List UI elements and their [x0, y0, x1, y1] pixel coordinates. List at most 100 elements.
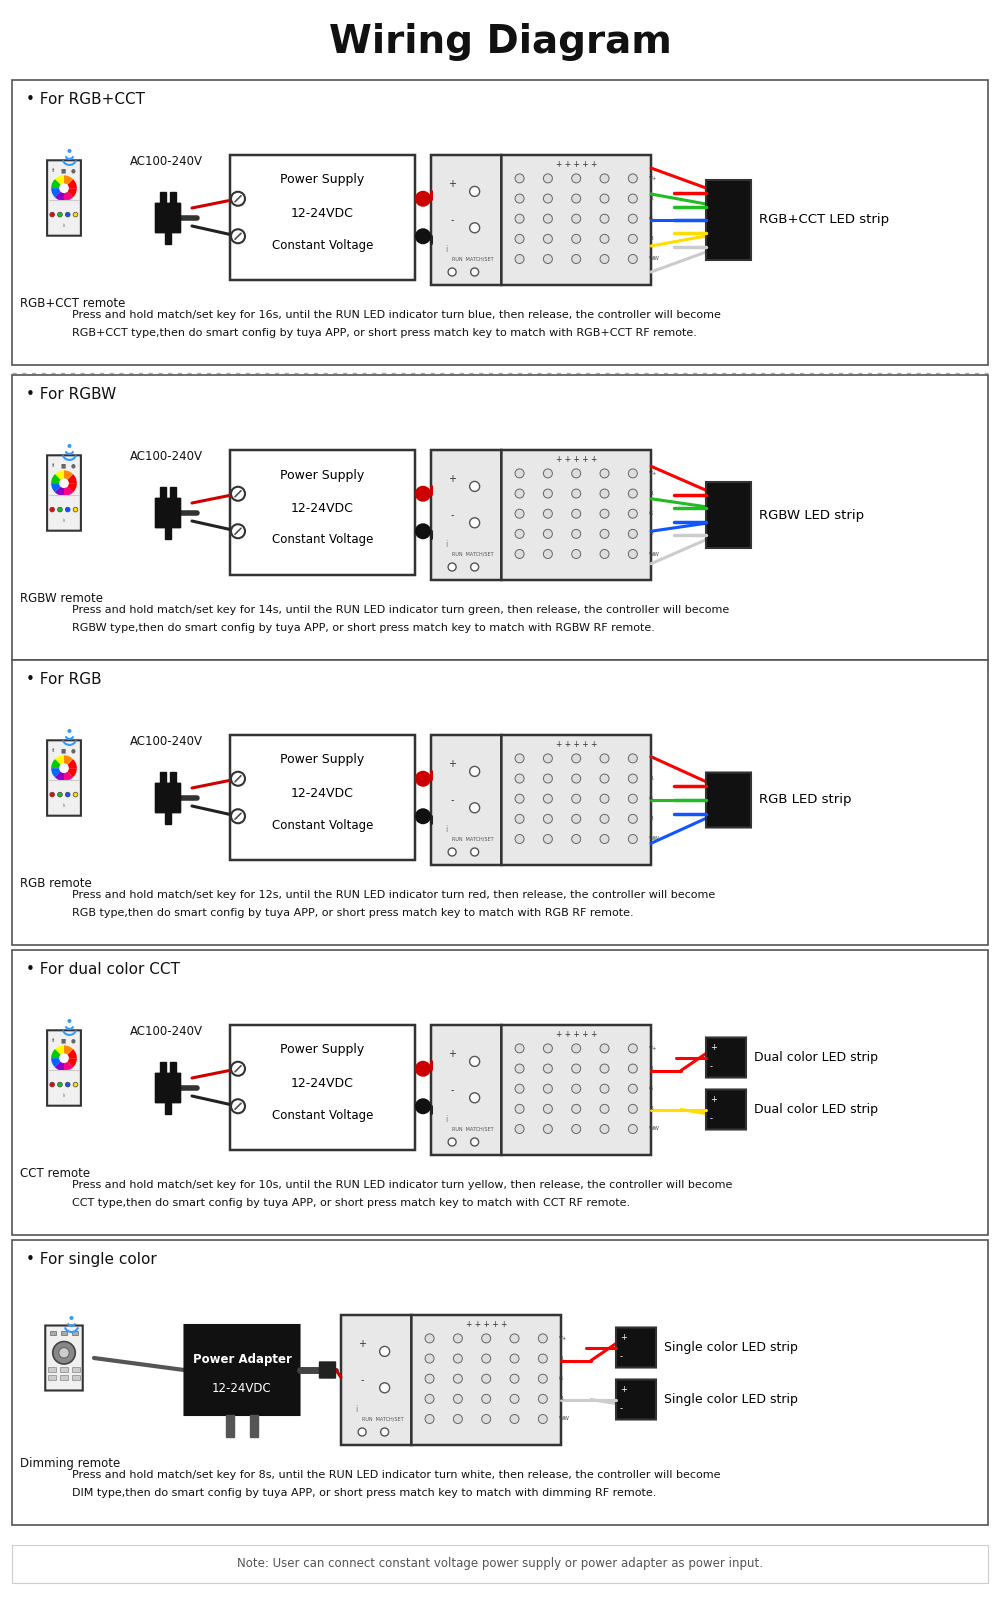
- Circle shape: [448, 267, 456, 275]
- Circle shape: [470, 1056, 480, 1067]
- Circle shape: [628, 549, 637, 558]
- Bar: [50, 1331, 56, 1334]
- Bar: [250, 1414, 258, 1437]
- FancyBboxPatch shape: [706, 1090, 746, 1130]
- Circle shape: [543, 530, 552, 538]
- Circle shape: [59, 478, 69, 488]
- FancyBboxPatch shape: [155, 203, 181, 232]
- Text: + + + + +: + + + + +: [466, 1320, 507, 1328]
- Text: RGB LED strip: RGB LED strip: [759, 794, 852, 806]
- FancyBboxPatch shape: [47, 160, 81, 235]
- Wedge shape: [64, 1045, 73, 1058]
- Text: fı: fı: [52, 168, 56, 173]
- Text: iı: iı: [62, 222, 66, 227]
- Text: RGB+CCT remote: RGB+CCT remote: [20, 298, 125, 310]
- Text: Press and hold match/set key for 8s, until the RUN LED indicator turn white, the: Press and hold match/set key for 8s, unt…: [72, 1470, 720, 1480]
- FancyBboxPatch shape: [616, 1379, 656, 1419]
- Text: Press and hold match/set key for 12s, until the RUN LED indicator turn red, then: Press and hold match/set key for 12s, un…: [72, 890, 715, 899]
- Wedge shape: [64, 470, 73, 483]
- Text: Dual color LED strip: Dual color LED strip: [754, 1051, 878, 1064]
- Circle shape: [59, 1053, 69, 1062]
- Circle shape: [453, 1354, 462, 1363]
- Circle shape: [231, 192, 245, 206]
- Circle shape: [628, 254, 637, 264]
- Circle shape: [600, 1064, 609, 1074]
- Text: V+: V+: [559, 1336, 568, 1341]
- Wedge shape: [55, 1058, 64, 1070]
- Circle shape: [415, 808, 431, 824]
- Circle shape: [65, 1082, 70, 1086]
- Circle shape: [425, 1334, 434, 1342]
- Circle shape: [543, 234, 552, 243]
- Wedge shape: [51, 1050, 64, 1058]
- Circle shape: [59, 184, 69, 194]
- Text: + + + + +: + + + + +: [556, 739, 597, 749]
- Circle shape: [448, 1138, 456, 1146]
- Text: i: i: [445, 826, 448, 835]
- FancyBboxPatch shape: [155, 784, 181, 813]
- Text: + + + + +: + + + + +: [556, 160, 597, 168]
- FancyBboxPatch shape: [501, 450, 651, 579]
- Text: • For RGBW: • For RGBW: [26, 387, 116, 402]
- Circle shape: [572, 469, 581, 478]
- Text: • For single color: • For single color: [26, 1251, 157, 1267]
- Text: Constant Voltage: Constant Voltage: [272, 1109, 373, 1122]
- Circle shape: [600, 194, 609, 203]
- Circle shape: [628, 194, 637, 203]
- Circle shape: [58, 1082, 62, 1086]
- Circle shape: [628, 490, 637, 498]
- Circle shape: [572, 509, 581, 518]
- Circle shape: [231, 810, 245, 824]
- Circle shape: [67, 443, 71, 448]
- Circle shape: [543, 1085, 552, 1093]
- Circle shape: [515, 549, 524, 558]
- Bar: [48, 1374, 56, 1379]
- Circle shape: [538, 1354, 547, 1363]
- Circle shape: [73, 1082, 78, 1086]
- Circle shape: [73, 213, 78, 218]
- Circle shape: [415, 523, 431, 539]
- Wedge shape: [55, 483, 64, 496]
- Text: B: B: [559, 1397, 563, 1402]
- Circle shape: [600, 1085, 609, 1093]
- Circle shape: [543, 835, 552, 843]
- Circle shape: [515, 214, 524, 222]
- Wedge shape: [64, 1050, 77, 1058]
- Wedge shape: [64, 483, 73, 496]
- Circle shape: [543, 1043, 552, 1053]
- Text: Single color LED strip: Single color LED strip: [664, 1341, 798, 1354]
- Wedge shape: [64, 768, 77, 778]
- Text: 12-24VDC: 12-24VDC: [291, 787, 354, 800]
- Circle shape: [628, 174, 637, 182]
- Text: R: R: [559, 1357, 563, 1362]
- Circle shape: [65, 213, 70, 218]
- Circle shape: [448, 848, 456, 856]
- Bar: [72, 1331, 78, 1334]
- Text: ■: ■: [61, 464, 66, 469]
- Circle shape: [628, 530, 637, 538]
- Wedge shape: [51, 768, 64, 778]
- Circle shape: [415, 229, 431, 245]
- Circle shape: [470, 482, 480, 491]
- Circle shape: [50, 507, 55, 512]
- Circle shape: [58, 507, 62, 512]
- Circle shape: [415, 1061, 431, 1077]
- Circle shape: [600, 174, 609, 182]
- Circle shape: [471, 848, 479, 856]
- Text: • For dual color CCT: • For dual color CCT: [26, 962, 180, 978]
- Circle shape: [515, 774, 524, 782]
- Circle shape: [572, 1125, 581, 1133]
- Circle shape: [543, 754, 552, 763]
- Circle shape: [628, 1064, 637, 1074]
- Circle shape: [538, 1394, 547, 1403]
- Text: DIM type,then do smart config by tuya APP, or short press match key to match wit: DIM type,then do smart config by tuya AP…: [72, 1488, 656, 1498]
- Circle shape: [600, 794, 609, 803]
- Circle shape: [572, 794, 581, 803]
- Wedge shape: [64, 755, 73, 768]
- Text: fı: fı: [52, 1038, 56, 1043]
- Bar: [170, 1061, 176, 1074]
- Bar: [160, 1061, 166, 1074]
- Text: i: i: [445, 541, 448, 549]
- Circle shape: [572, 234, 581, 243]
- Bar: [170, 486, 176, 498]
